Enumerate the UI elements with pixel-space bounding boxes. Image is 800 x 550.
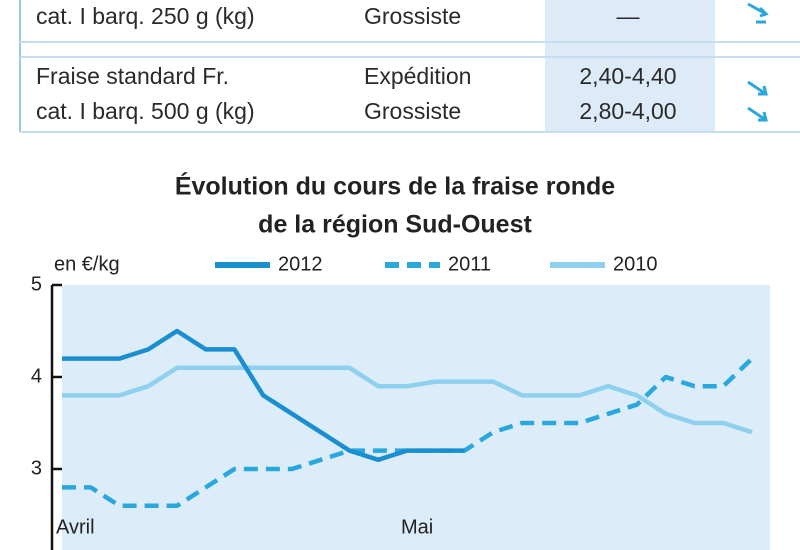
legend-label: 2011: [448, 253, 491, 275]
y-tick-label: 3: [31, 457, 42, 479]
price-column: [545, 0, 715, 132]
series-line: [62, 365, 753, 435]
price: —: [617, 3, 640, 29]
legend-label: 2010: [613, 253, 658, 275]
price: 2,40-4,40: [579, 63, 676, 89]
trend-arrow: [747, 80, 768, 96]
y-axis-label: en €/kg: [54, 253, 120, 275]
price: 2,80-4,00: [579, 98, 676, 124]
y-tick-label: 4: [31, 365, 42, 387]
stage: Grossiste: [364, 98, 461, 124]
chart-title: Évolution du cours de la fraise ronde: [175, 172, 615, 201]
x-tick-label: Avril: [56, 516, 95, 538]
product: cat. I barq. 250 g (kg): [36, 3, 255, 29]
product: Fraise standard Fr.: [36, 63, 229, 89]
trend-icons: [747, 2, 769, 122]
stage: Expédition: [364, 63, 471, 89]
legend-label: 2012: [278, 253, 323, 275]
plot-background: [62, 285, 770, 550]
trend-arrow: [747, 106, 768, 122]
series-line: [62, 328, 465, 463]
y-tick-label: 5: [31, 273, 42, 295]
trend-arrow: [747, 2, 769, 18]
x-tick-label: Mai: [401, 516, 433, 538]
chart-title: de la région Sud-Ouest: [258, 211, 532, 239]
stage: Grossiste: [364, 3, 461, 29]
product: cat. I barq. 500 g (kg): [36, 98, 255, 124]
